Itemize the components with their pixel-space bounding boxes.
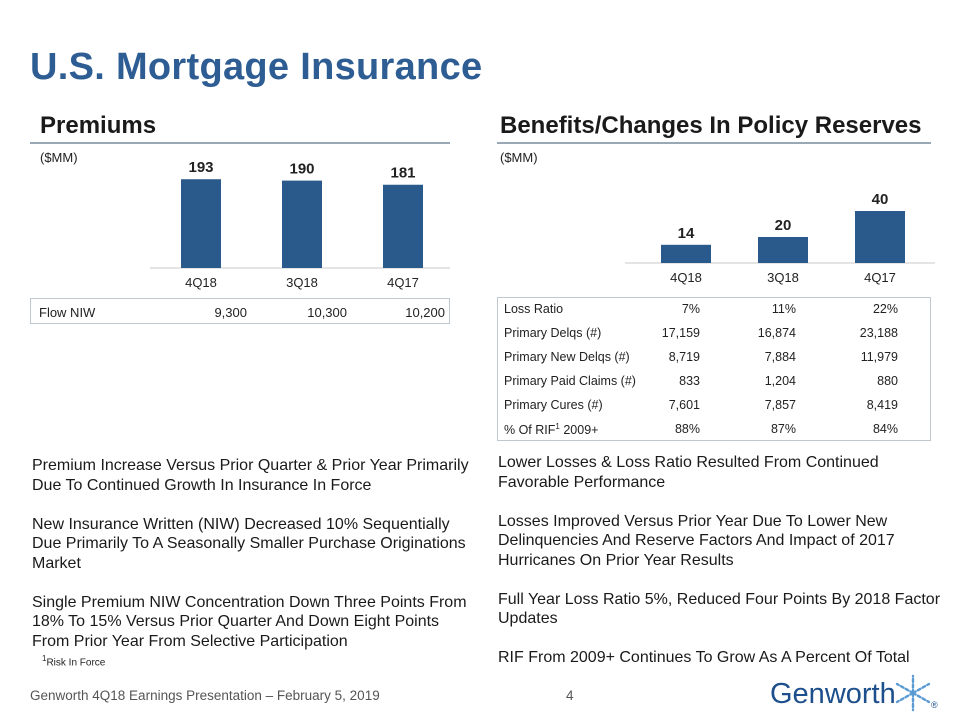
stat-label: Primary Paid Claims (#) [504, 374, 636, 388]
stat-value: 87% [770, 422, 796, 436]
table-row: Primary Delqs (#) 17,159 16,874 23,188 [498, 322, 930, 346]
stat-value: 22% [872, 302, 898, 316]
commentary-paragraph: Lower Losses & Loss Ratio Resulted From … [498, 454, 879, 491]
page-number: 4 [566, 688, 574, 703]
left-commentary: Premium Increase Versus Prior Quarter & … [32, 456, 477, 671]
flow-niw-value: 9,300 [214, 305, 247, 320]
bar [855, 211, 905, 263]
registered-mark: ® [931, 700, 938, 710]
benefits-unit: ($MM) [500, 150, 538, 165]
stat-value: 16,874 [757, 326, 796, 340]
benefits-chart-svg: 14 4Q18 20 3Q18 40 4Q17 [625, 191, 935, 285]
x-tick-label: 4Q17 [864, 270, 896, 285]
bar-value-label: 14 [678, 225, 695, 242]
table-row: Loss Ratio 7% 11% 22% [498, 298, 930, 322]
x-tick-label: 4Q18 [670, 270, 702, 285]
x-tick-label: 4Q18 [185, 275, 217, 290]
stat-value: 1,204 [764, 374, 796, 388]
rif-label-suffix: 2009+ [559, 423, 599, 438]
premiums-chart-svg: 193 4Q18 190 3Q18 181 4Q17 [150, 159, 450, 290]
footnote-text: Risk In Force [46, 657, 106, 669]
stat-label: % Of RIF1 2009+ [504, 422, 598, 437]
premiums-divider [30, 142, 450, 144]
logo-text: Genworth [770, 678, 896, 710]
benefits-stats-table: Loss Ratio 7% 11% 22% Primary Delqs (#) … [497, 297, 931, 441]
flow-niw-value: 10,200 [405, 305, 445, 320]
table-row: Primary New Delqs (#) 8,719 7,884 11,979 [498, 346, 930, 370]
footnote-marker: 1 [555, 422, 560, 431]
genworth-logo: Genworth [770, 678, 896, 711]
bar-value-label: 20 [775, 217, 792, 234]
premiums-chart: 193 4Q18 190 3Q18 181 4Q17 [150, 150, 450, 295]
commentary-paragraph: Premium Increase Versus Prior Quarter & … [32, 457, 469, 494]
stat-value: 23,188 [859, 326, 898, 340]
stat-value: 7,884 [764, 350, 796, 364]
stat-value: 7,857 [764, 398, 796, 412]
stat-value: 7,601 [668, 398, 700, 412]
bar-value-label: 190 [289, 161, 314, 178]
stat-value: 880 [877, 374, 898, 388]
bar [661, 244, 711, 263]
bar [282, 180, 322, 268]
stat-label: Primary New Delqs (#) [504, 350, 630, 364]
stat-value: 8,719 [668, 350, 700, 364]
x-tick-label: 4Q17 [387, 275, 419, 290]
commentary-paragraph: Losses Improved Versus Prior Year Due To… [498, 512, 895, 569]
footnote: 1Risk In Force [42, 654, 105, 668]
stat-value: 84% [872, 422, 898, 436]
stat-value: 833 [679, 374, 700, 388]
genworth-star-icon [893, 674, 933, 717]
benefits-divider [497, 142, 931, 144]
premiums-unit: ($MM) [40, 150, 78, 165]
benefits-chart: 14 4Q18 20 3Q18 40 4Q17 [625, 150, 935, 295]
benefits-heading: Benefits/Changes In Policy Reserves [500, 112, 922, 139]
footnote-marker: 1 [42, 654, 47, 663]
bar-value-label: 181 [390, 165, 415, 182]
flow-niw-label: Flow NIW [39, 305, 96, 320]
stat-label: Loss Ratio [504, 302, 564, 316]
table-row: Primary Cures (#) 7,601 7,857 8,419 [498, 394, 930, 418]
stat-value: 88% [674, 422, 700, 436]
table-row: % Of RIF1 2009+ 88% 87% 84% [498, 418, 930, 442]
bar [758, 237, 808, 263]
footer-text: Genworth 4Q18 Earnings Presentation – Fe… [30, 688, 380, 703]
x-tick-label: 3Q18 [767, 270, 799, 285]
right-commentary: Lower Losses & Loss Ratio Resulted From … [498, 453, 943, 687]
bar [181, 179, 221, 268]
premiums-heading: Premiums [40, 112, 157, 139]
stat-value: 8,419 [866, 398, 898, 412]
bar [383, 184, 423, 268]
table-row: Primary Paid Claims (#) 833 1,204 880 [498, 370, 930, 394]
stat-value: 7% [681, 302, 700, 316]
commentary-paragraph: RIF From 2009+ Continues To Grow As A Pe… [498, 649, 910, 666]
stat-label: Primary Cures (#) [504, 398, 603, 412]
bar-value-label: 40 [872, 191, 889, 208]
bar-value-label: 193 [188, 159, 213, 176]
flow-niw-row: Flow NIW 9,300 10,300 10,200 [30, 298, 450, 324]
stat-label: Primary Delqs (#) [504, 326, 602, 340]
x-tick-label: 3Q18 [286, 275, 318, 290]
stat-value: 11% [771, 302, 796, 316]
rif-label-prefix: % Of RIF [504, 423, 556, 438]
commentary-paragraph: Full Year Loss Ratio 5%, Reduced Four Po… [498, 590, 941, 628]
commentary-paragraph: New Insurance Written (NIW) Decreased 10… [32, 515, 466, 572]
page-title: U.S. Mortgage Insurance [30, 46, 483, 88]
stat-value: 17,159 [661, 326, 700, 340]
commentary-paragraph: Single Premium NIW Concentration Down Th… [32, 593, 467, 650]
flow-niw-value: 10,300 [307, 305, 347, 320]
stat-value: 11,979 [860, 350, 898, 364]
